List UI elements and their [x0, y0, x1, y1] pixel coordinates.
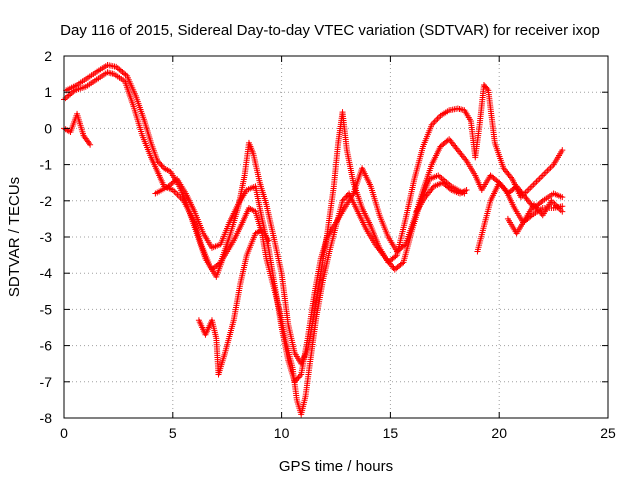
y-tick-label: 1 [44, 84, 52, 100]
series-track-4 [195, 226, 272, 378]
data-point [401, 242, 408, 249]
data-point [157, 160, 164, 167]
y-tick-label: -6 [40, 338, 53, 354]
x-axis-label: GPS time / hours [279, 458, 393, 475]
y-tick-label: -4 [40, 265, 53, 281]
series-track-5 [413, 179, 470, 215]
x-tick-label: 20 [491, 425, 507, 441]
data-point [399, 260, 406, 267]
data-point [538, 199, 545, 206]
data-points [61, 62, 566, 418]
data-point [155, 159, 162, 166]
data-point [463, 186, 470, 193]
x-tick-label: 5 [169, 425, 177, 441]
data-point [501, 185, 508, 192]
data-point [496, 179, 503, 186]
data-point [294, 375, 301, 382]
data-point [342, 194, 349, 201]
data-point [87, 141, 94, 148]
data-point [559, 203, 566, 210]
data-point [527, 213, 534, 220]
x-tick-label: 25 [600, 425, 616, 441]
x-tick-label: 15 [383, 425, 399, 441]
y-tick-label: -2 [40, 193, 53, 209]
data-point [340, 196, 347, 203]
data-point [158, 162, 165, 169]
data-point [497, 181, 504, 188]
data-point [154, 157, 161, 164]
data-point [500, 184, 507, 191]
chart-title: Day 116 of 2015, Sidereal Day-to-day VTE… [60, 22, 600, 39]
y-tick-label: -7 [40, 374, 53, 390]
data-point [339, 197, 346, 204]
x-tick-label: 10 [274, 425, 290, 441]
y-tick-label: -3 [40, 229, 53, 245]
data-point [559, 194, 566, 201]
series-track-8 [504, 197, 566, 237]
x-tick-label: 0 [60, 425, 68, 441]
y-tick-label: -5 [40, 301, 53, 317]
data-point [296, 373, 303, 380]
y-tick-label: -1 [40, 157, 53, 173]
data-point [392, 253, 399, 260]
data-point [559, 147, 566, 154]
data-point [291, 378, 298, 385]
y-tick-label: 2 [44, 48, 52, 64]
y-axis-label: SDTVAR / TECUs [6, 177, 23, 297]
data-point [295, 374, 302, 381]
data-point [484, 86, 491, 93]
data-point [216, 260, 223, 267]
data-point [559, 208, 566, 215]
y-tick-label: -8 [40, 410, 53, 426]
y-tick-label: 0 [44, 120, 52, 136]
data-point [446, 185, 453, 192]
axis-ticks: 0 5 10 15 20 25 -8 -7 -6 -5 -4 -3 -2 -1 0 1 2 [40, 48, 616, 441]
data-point [265, 237, 272, 244]
data-point [498, 182, 505, 189]
data-point [172, 177, 179, 184]
data-point [343, 193, 350, 200]
data-point [292, 377, 299, 384]
